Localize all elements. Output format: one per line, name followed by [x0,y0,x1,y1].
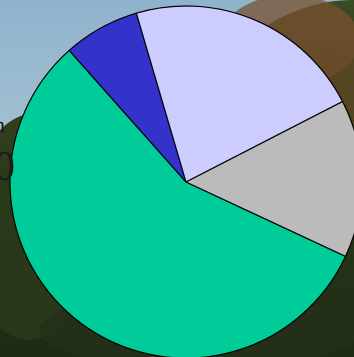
cropped-text-line-2: 0 [0,144,15,190]
pie-slice-3 [135,5,344,183]
pie-chart [9,5,354,357]
pie-slice-4 [185,100,354,257]
cropped-text-line-1: n [0,114,5,136]
pie-slice-1 [9,49,347,357]
